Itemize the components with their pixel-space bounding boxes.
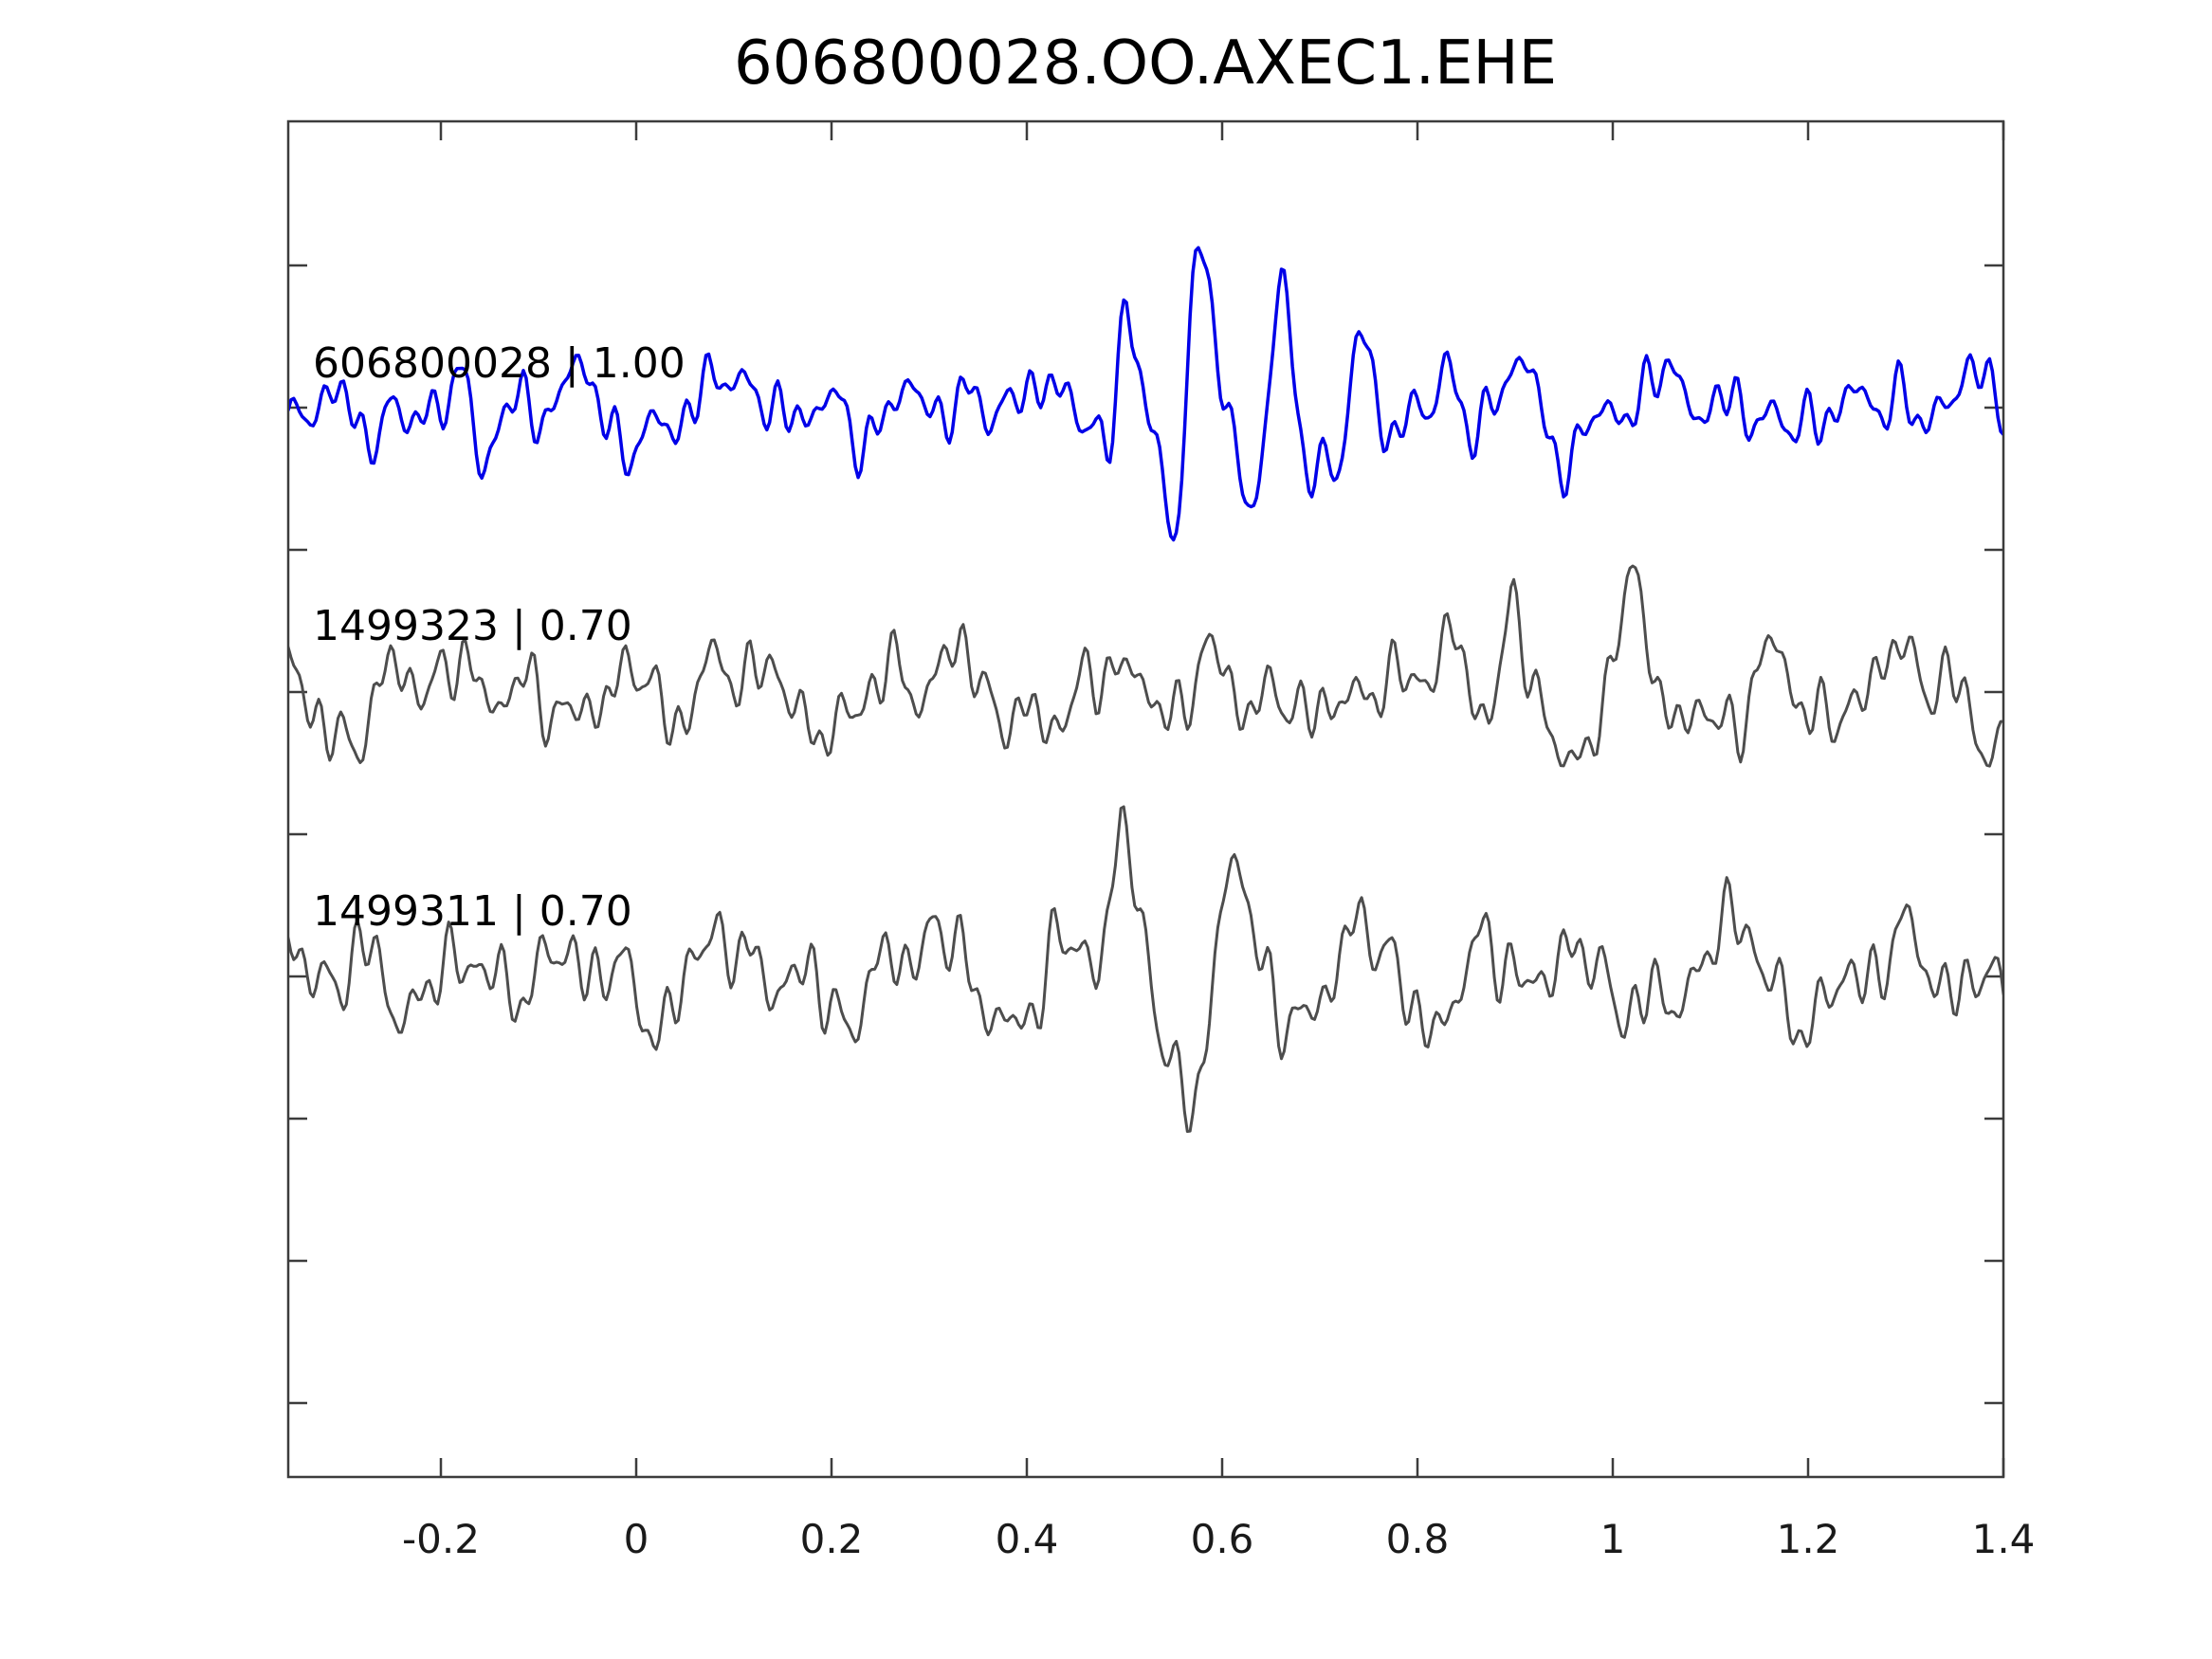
trace-label-1499311: 1499311 | 0.70 [313,887,632,936]
trace-1499311 [289,805,2002,1133]
trace-label-1499323: 1499323 | 0.70 [313,602,632,650]
figure-title: 606800028.OO.AXEC1.EHE [734,28,1557,99]
x-tick-label: 0.8 [1386,1516,1450,1562]
x-tick-label: 0.4 [996,1516,1059,1562]
x-tick-label: 0.2 [800,1516,864,1562]
x-tick-labels: -0.2 0 0.2 0.4 0.6 0.8 1 1.2 1.4 [402,1516,2035,1562]
trace-1499323 [289,564,2002,768]
x-tick-label: 1.2 [1777,1516,1840,1562]
axes [286,119,2005,1479]
trace-lines [289,246,2002,1133]
plot-border [286,119,2005,1479]
x-tick-label: 0.6 [1191,1516,1254,1562]
trace-606800028 [289,246,2002,542]
x-tick-label: 1 [1600,1516,1626,1562]
x-tick-label: 1.4 [1972,1516,2036,1562]
trace-label-606800028: 606800028 | 1.00 [313,339,686,388]
x-tick-label: 0 [624,1516,649,1562]
x-tick-label: -0.2 [402,1516,480,1562]
